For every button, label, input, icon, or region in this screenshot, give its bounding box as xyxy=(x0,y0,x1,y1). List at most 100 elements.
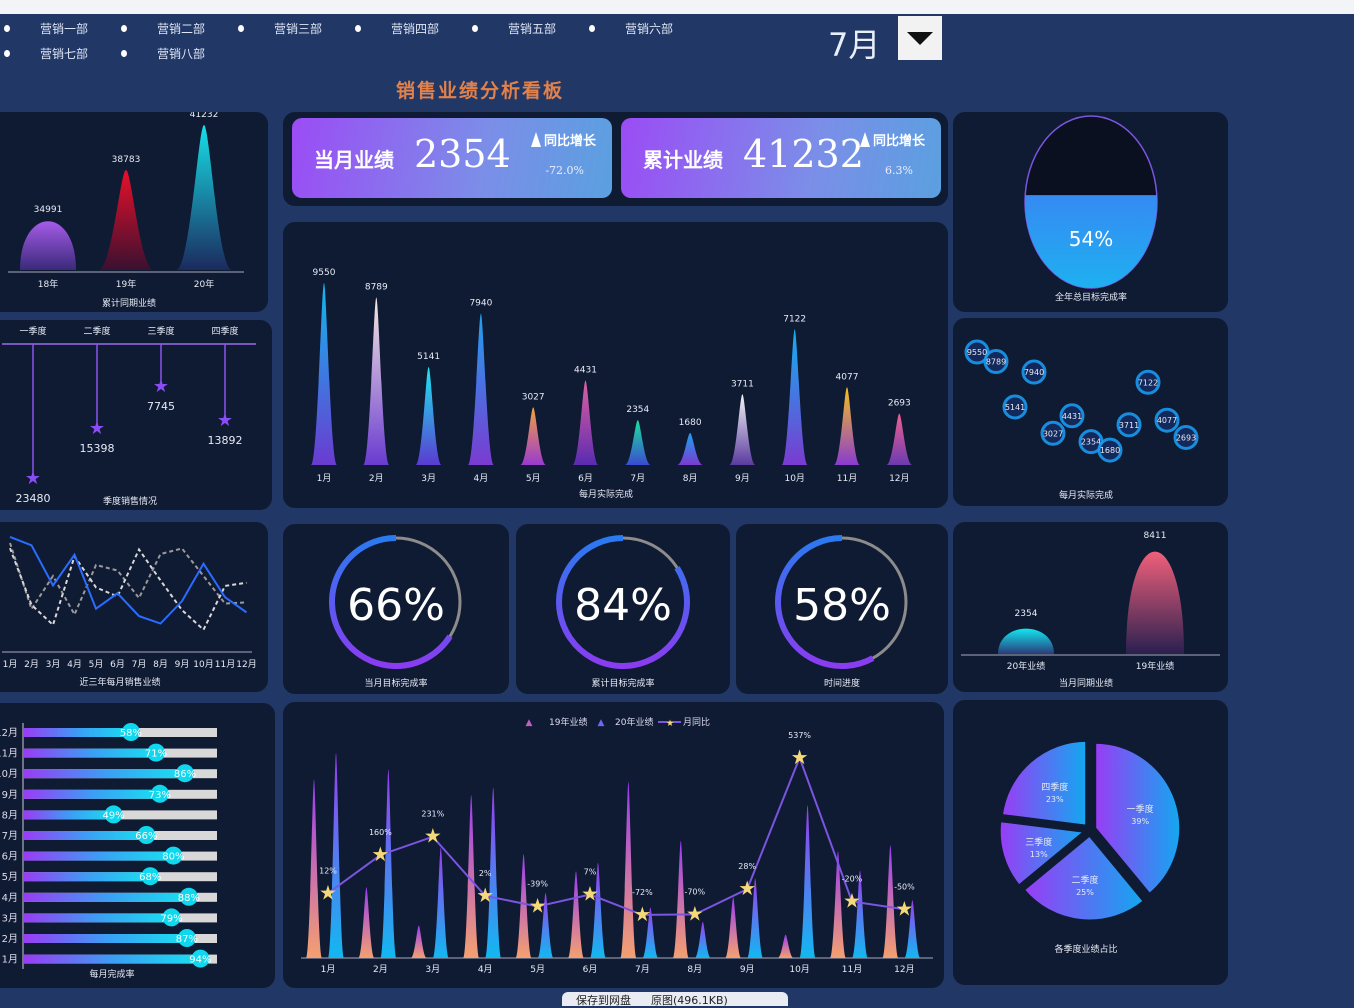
tick-label: 2月 xyxy=(2,933,18,945)
selected-month: 7月 xyxy=(828,26,881,64)
data-label: 8789 xyxy=(365,283,388,293)
data-label: 2354 xyxy=(1081,438,1101,447)
bar-20 xyxy=(694,921,711,958)
bar-19 xyxy=(725,897,742,958)
star-marker: ★ xyxy=(89,418,105,439)
tick-label: 2月 xyxy=(24,659,39,670)
bubble-mark xyxy=(983,348,1009,374)
star-marker: ★ xyxy=(153,376,169,397)
panel-quarterly: 一季度 ★ 23480 二季度 ★ 15398 三季度 ★ 7745 四季度 ★ 13892 季度销售情… xyxy=(0,320,272,510)
data-label: 49% xyxy=(102,810,124,821)
bar-20 xyxy=(799,805,816,958)
data-label: 88% xyxy=(178,893,200,904)
tick-label: 9月 xyxy=(175,659,190,670)
data-label: -72% xyxy=(632,888,653,897)
data-label: 1680 xyxy=(679,418,702,428)
bar-20 xyxy=(537,893,554,958)
slicer-item[interactable]: 营销五部 xyxy=(472,20,556,37)
radio-icon xyxy=(472,25,478,32)
slicer-item[interactable]: 营销四部 xyxy=(355,20,439,37)
bubble-mark xyxy=(1021,359,1047,385)
bubble-mark xyxy=(1116,412,1142,438)
tick-label: 5月 xyxy=(526,473,541,484)
data-label: 9550 xyxy=(967,348,987,357)
value-bubble xyxy=(147,743,166,762)
panel-gauge-time: 58% 时间进度 xyxy=(736,524,948,694)
panel-monthly-rate: 58% 12月 71% 11月 86% 10月 73% 9月 49% 8月 66% 7月 80% 6月 68… xyxy=(0,703,275,988)
data-label: 3711 xyxy=(731,379,754,389)
data-label: 71% xyxy=(145,749,167,760)
slicer-item[interactable]: 营销七部 xyxy=(4,45,88,62)
tick-label: 19年 xyxy=(116,278,136,290)
data-label: 12% xyxy=(319,866,337,875)
value-bubble xyxy=(137,826,156,844)
data-label: 2354 xyxy=(626,405,649,415)
bar-20 xyxy=(642,907,659,958)
bar-mark xyxy=(781,329,808,465)
gauge-label: 当月目标完成率 xyxy=(364,677,427,689)
save-to-cloud-button[interactable]: 保存到网盘 xyxy=(576,994,631,1007)
legend-icon-19: ▲ xyxy=(526,718,533,728)
bar-mark xyxy=(467,313,494,465)
tick-label: 3月 xyxy=(425,964,440,975)
tick-label: 7月 xyxy=(635,964,650,975)
slicer-label: 营销四部 xyxy=(391,22,440,36)
data-label: -50% xyxy=(894,882,915,891)
slice-label: 一季度 xyxy=(1127,803,1154,815)
series-line xyxy=(9,547,247,632)
data-label: 5141 xyxy=(417,352,440,362)
star-marker: ★ xyxy=(791,745,809,769)
kpi-yoy-label: 同比增长 xyxy=(530,130,596,149)
radio-icon xyxy=(238,25,244,32)
data-label: 7122 xyxy=(783,314,806,324)
data-label: 9550 xyxy=(313,268,336,278)
bar-mark xyxy=(311,283,337,465)
bar-19 xyxy=(620,781,637,958)
yoy-line xyxy=(327,754,905,916)
tick-label: 12月 xyxy=(894,964,914,975)
original-image-button[interactable]: 原图(496.1KB) xyxy=(651,994,728,1007)
tick-label: 9月 xyxy=(2,789,18,801)
slicer-item[interactable]: 营销二部 xyxy=(121,20,205,37)
value-bubble xyxy=(141,867,160,886)
tick-label: 四季度 xyxy=(211,325,238,337)
slicer-label: 营销五部 xyxy=(508,22,557,36)
panel-three-year: 1月 2月 3月 4月 5月 6月 7月 8月 9月 10月 11月 12月 近三年每月销售业绩 xyxy=(0,522,268,692)
bar-mark xyxy=(834,387,860,465)
data-label: 86% xyxy=(174,769,196,780)
slice-label: 二季度 xyxy=(1071,874,1098,886)
bar-19 xyxy=(410,925,427,958)
data-label: 28% xyxy=(738,862,756,871)
star-marker: ★ xyxy=(371,842,389,866)
chart-title: 每月完成率 xyxy=(89,968,134,980)
bubble-mark xyxy=(1002,394,1028,420)
legend-label: 月同比 xyxy=(683,716,710,728)
panel-monthly-actual: 9550 1月 8789 2月 5141 3月 7940 4月 3027 5月 4431 6月 2354… xyxy=(283,222,948,508)
slice-percent: 25% xyxy=(1076,888,1094,897)
tick-label: 11月 xyxy=(0,748,18,760)
data-label: 8411 xyxy=(1144,531,1167,541)
data-label: 4431 xyxy=(574,366,597,376)
slicer-item[interactable]: 营销八部 xyxy=(121,45,205,62)
bar-fill xyxy=(24,913,177,923)
kpi-card: 当月业绩 2354 同比增长 -72.0% xyxy=(292,118,612,198)
star-marker: ★ xyxy=(319,880,337,904)
pie-slice xyxy=(999,738,1089,828)
panel-gauge-cumulative: 84% 累计目标完成率 xyxy=(516,524,730,694)
data-label: 58% xyxy=(120,728,142,739)
slicer-item[interactable]: 营销一部 xyxy=(4,20,88,37)
bar-19 xyxy=(568,871,584,958)
slice-label: 三季度 xyxy=(1025,836,1052,848)
slicer-item[interactable]: 营销六部 xyxy=(589,20,673,37)
slicer-item[interactable]: 营销三部 xyxy=(238,20,322,37)
tick-label: 20年业绩 xyxy=(1007,660,1045,672)
chart-title: 每月实际完成 xyxy=(579,488,633,500)
slice-percent: 23% xyxy=(1046,795,1064,804)
slicer-label: 营销一部 xyxy=(40,22,89,36)
tick-label: 9月 xyxy=(735,473,750,484)
chart-title: 近三年每月销售业绩 xyxy=(79,676,160,688)
month-dropdown-button[interactable] xyxy=(898,16,942,60)
bubble-mark xyxy=(1040,420,1066,446)
tick-label: 6月 xyxy=(583,964,598,975)
gauge-label: 时间进度 xyxy=(824,677,860,689)
